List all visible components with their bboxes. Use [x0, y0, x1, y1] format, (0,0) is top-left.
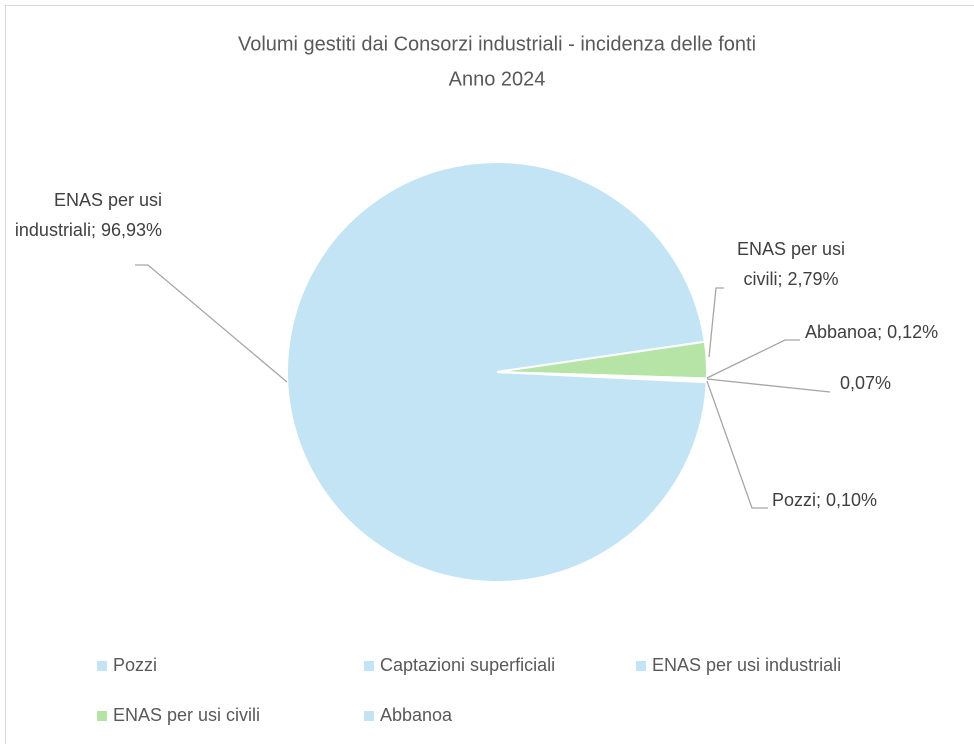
data-label: 0,07%: [840, 373, 892, 393]
data-label: ENAS per usi industriali; 96,93%: [14, 190, 162, 240]
legend-label: Abbanoa: [380, 705, 453, 725]
legend-label: ENAS per usi civili: [113, 705, 260, 725]
pie-slice: [286, 161, 708, 583]
legend-label: ENAS per usi industriali: [652, 655, 841, 675]
legend-swatch: [364, 711, 374, 721]
data-label: Abbanoa; 0,12%: [805, 322, 939, 342]
leader-line: [135, 264, 288, 383]
data-label: Pozzi; 0,10%: [772, 490, 878, 510]
legend-swatch: [97, 711, 107, 721]
legend-swatch: [97, 661, 107, 671]
pie-slice: [496, 371, 708, 382]
legend-label: Captazioni superficiali: [380, 655, 555, 675]
leader-line: [706, 339, 800, 379]
chart-title: Volumi gestiti dai Consorzi industriali …: [238, 33, 756, 55]
legend-swatch: [636, 661, 646, 671]
legend-swatch: [364, 661, 374, 671]
data-label: ENAS per usi civili; 2,79%: [736, 239, 846, 289]
leader-line: [706, 380, 768, 509]
legend-label: Pozzi: [113, 655, 157, 675]
chart-subtitle: Anno 2024: [449, 68, 546, 90]
leader-line: [708, 287, 724, 358]
leader-line: [706, 378, 831, 393]
